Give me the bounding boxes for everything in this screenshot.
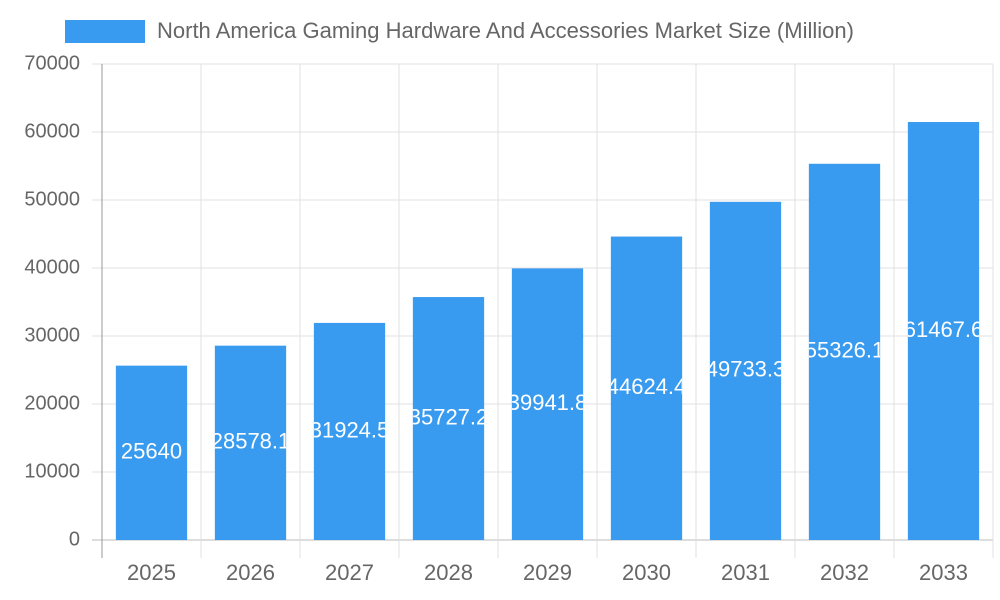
legend-swatch bbox=[65, 20, 145, 43]
bar bbox=[907, 122, 980, 540]
value-label: 35727.2 bbox=[409, 404, 489, 429]
y-tick-label: 70000 bbox=[24, 52, 80, 74]
value-label: 39941.8 bbox=[508, 390, 588, 415]
y-tick-label: 50000 bbox=[24, 188, 80, 210]
value-label: 61467.6 bbox=[904, 317, 984, 342]
x-tick-label: 2029 bbox=[523, 560, 572, 585]
bar bbox=[709, 201, 782, 541]
value-label: 31924.5 bbox=[310, 417, 390, 442]
x-tick-label: 2025 bbox=[127, 560, 176, 585]
x-tick-label: 2026 bbox=[226, 560, 275, 585]
value-label: 25640 bbox=[121, 439, 182, 464]
value-label: 55326.1 bbox=[805, 338, 885, 363]
bar bbox=[610, 236, 683, 540]
bar bbox=[214, 345, 287, 540]
value-label: 28578.1 bbox=[211, 429, 291, 454]
bar bbox=[115, 365, 188, 540]
bar bbox=[412, 297, 485, 540]
bar bbox=[313, 322, 386, 540]
y-tick-label: 30000 bbox=[24, 324, 80, 346]
y-tick-label: 0 bbox=[69, 528, 80, 550]
y-tick-label: 10000 bbox=[24, 460, 80, 482]
x-tick-label: 2033 bbox=[919, 560, 968, 585]
y-tick-label: 20000 bbox=[24, 392, 80, 414]
y-tick-label: 60000 bbox=[24, 120, 80, 142]
x-tick-label: 2028 bbox=[424, 560, 473, 585]
x-tick-label: 2032 bbox=[820, 560, 869, 585]
bar bbox=[808, 163, 881, 540]
x-tick-label: 2030 bbox=[622, 560, 671, 585]
x-tick-label: 2027 bbox=[325, 560, 374, 585]
y-tick-label: 40000 bbox=[24, 256, 80, 278]
bar bbox=[511, 268, 584, 540]
value-label: 44624.4 bbox=[607, 374, 687, 399]
x-tick-label: 2031 bbox=[721, 560, 770, 585]
legend-label: North America Gaming Hardware And Access… bbox=[157, 18, 854, 43]
value-label: 49733.3 bbox=[706, 357, 786, 382]
